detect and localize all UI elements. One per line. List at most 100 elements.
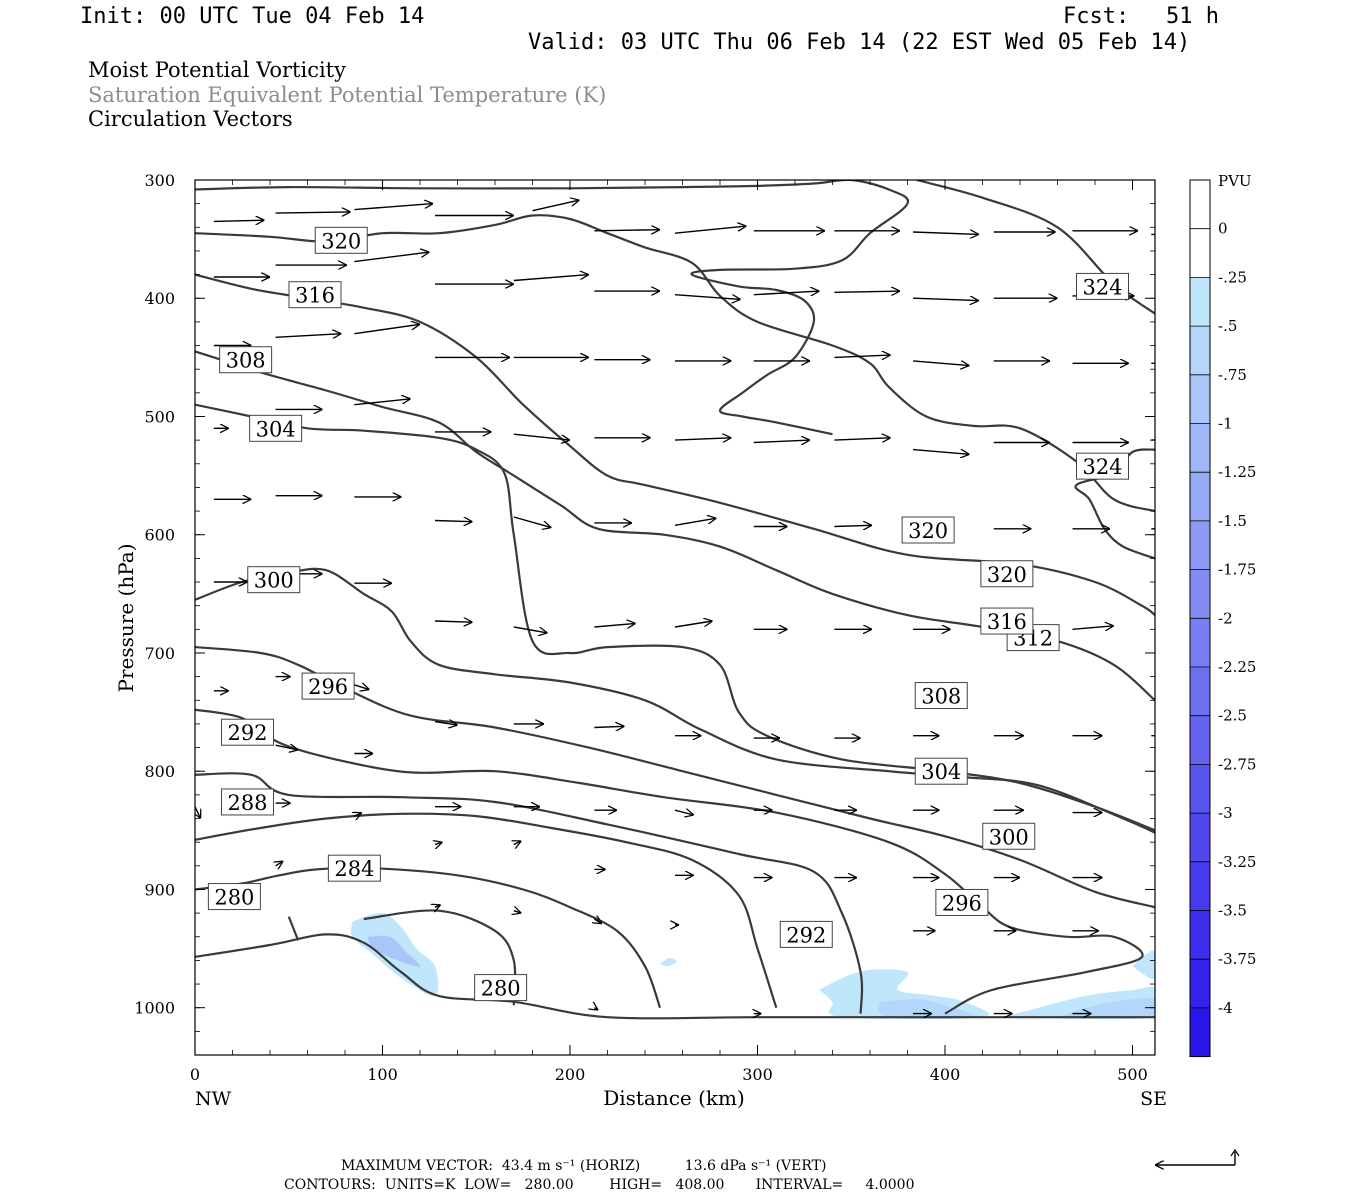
colorbar-swatch (1190, 180, 1210, 229)
theta-es-contour-292 (195, 772, 864, 1014)
colorbar-swatch (1190, 326, 1210, 375)
circulation-vector (834, 355, 890, 357)
contour-label-box (474, 974, 528, 1002)
circulation-vectors (195, 200, 1155, 1014)
circulation-vector (276, 861, 284, 866)
plot-frame (194, 179, 1156, 1056)
colorbar-swatch (1190, 959, 1210, 1008)
contour-label: 320 (321, 229, 361, 253)
circulation-vector (434, 521, 473, 522)
circulation-vector (913, 232, 979, 234)
contour-label-box (982, 822, 1036, 850)
contour-label: 308 (921, 685, 961, 709)
colorbar-swatch (1190, 277, 1210, 327)
x-tick-label: 200 (555, 1065, 586, 1084)
contour-label: 284 (334, 857, 374, 881)
colorbar-swatch (1190, 472, 1210, 521)
colorbar-label: -3 (1218, 804, 1233, 822)
circulation-vector (594, 623, 635, 627)
contour-label: 324 (1082, 455, 1122, 479)
colorbar-label: -3.5 (1218, 902, 1247, 920)
contour-label: 296 (308, 675, 348, 699)
theta-es-contour-280 (287, 916, 300, 941)
contour-label: 300 (254, 569, 294, 593)
x-end-label-se: SE (1140, 1088, 1167, 1110)
colorbar-label: -1 (1218, 415, 1233, 433)
contour-label-box (980, 607, 1034, 635)
circulation-vector (532, 200, 580, 212)
contour-label-box (1076, 272, 1129, 300)
circulation-vector (195, 806, 201, 819)
valid-time: Valid: 03 UTC Thu 06 Feb 14 (22 EST Wed … (528, 30, 1191, 55)
colorbar-label: -.75 (1218, 366, 1247, 384)
contour-label-box (219, 346, 273, 374)
circulation-vector (435, 905, 441, 907)
x-tick-label: 100 (367, 1065, 398, 1084)
y-tick-label: 1000 (134, 999, 175, 1018)
contour-label-box (935, 888, 989, 916)
contour-label: 304 (921, 760, 961, 784)
x-tick-label: 400 (930, 1065, 961, 1084)
x-axis-title: Distance (km) (603, 1086, 745, 1110)
circulation-vector (753, 291, 820, 295)
theta-es-contour-320 (195, 180, 910, 436)
circulation-vector (435, 842, 443, 844)
contour-label: 292 (227, 721, 267, 745)
contour-label: 308 (226, 349, 266, 373)
circulation-vector (275, 745, 299, 750)
theta-es-contour-324 (1074, 448, 1155, 560)
circulation-vector (913, 360, 969, 366)
colorbar-swatch (1190, 764, 1210, 814)
colorbar-label: -1.25 (1218, 463, 1256, 481)
contour-label: 304 (256, 417, 296, 441)
circulation-vector (674, 294, 741, 300)
theta-es-contour-280 (195, 933, 1155, 1020)
circulation-vector (674, 810, 694, 815)
circulation-vector (514, 911, 522, 913)
circulation-vector (674, 621, 713, 628)
y-tick-label: 500 (144, 407, 175, 426)
y-tick-label: 600 (144, 526, 175, 545)
circulation-vector (513, 626, 548, 633)
circulation-vector (513, 516, 552, 528)
circulation-vector (594, 230, 660, 231)
y-tick-label: 700 (144, 644, 175, 663)
forecast-hour: 51 h (1166, 4, 1219, 29)
circulation-vector (275, 212, 351, 213)
circulation-vector (513, 433, 570, 440)
circulation-vector (913, 298, 979, 300)
circulation-vector (1072, 626, 1114, 630)
colorbar-label: -2.75 (1218, 755, 1256, 773)
circulation-vector (674, 438, 731, 440)
init-time: Init: 00 UTC Tue 04 Feb 14 (80, 4, 425, 29)
colorbar-swatch (1190, 910, 1210, 960)
circulation-vector (434, 621, 473, 622)
circulation-vector (594, 1008, 598, 1010)
contour-label: 300 (989, 825, 1029, 849)
contour-labels: 320 316 308 304 300 296 292 288 284 280 280 292 296 3… (207, 226, 1129, 1002)
contour-label-box (207, 883, 261, 911)
contour-label-box (914, 757, 968, 785)
theta-es-contour-320 (195, 214, 1155, 513)
colorbar-label: -1.75 (1218, 561, 1256, 579)
pv-shading (350, 913, 1155, 1020)
theta-es-contour-296 (195, 708, 1144, 1015)
circulation-vector (834, 438, 890, 440)
colorbar-swatch (1190, 228, 1210, 278)
circulation-vector (514, 841, 522, 845)
contour-label: 316 (987, 610, 1027, 634)
circulation-vector (354, 204, 433, 211)
contour-label: 320 (987, 563, 1027, 587)
contour-label-box (914, 682, 968, 710)
x-tick-label: 500 (1117, 1065, 1148, 1084)
colorbar-swatch (1190, 667, 1210, 716)
colorbar-swatch (1190, 569, 1210, 619)
contour-label-box (249, 414, 303, 442)
contour-label-box (779, 920, 833, 948)
contour-label: 324 (1082, 275, 1122, 299)
colorbar-swatch (1190, 618, 1210, 667)
contour-label: 280 (481, 977, 521, 1001)
title-mpv: Moist Potential Vorticity (88, 58, 346, 82)
colorbar-label: -2.5 (1218, 707, 1247, 725)
